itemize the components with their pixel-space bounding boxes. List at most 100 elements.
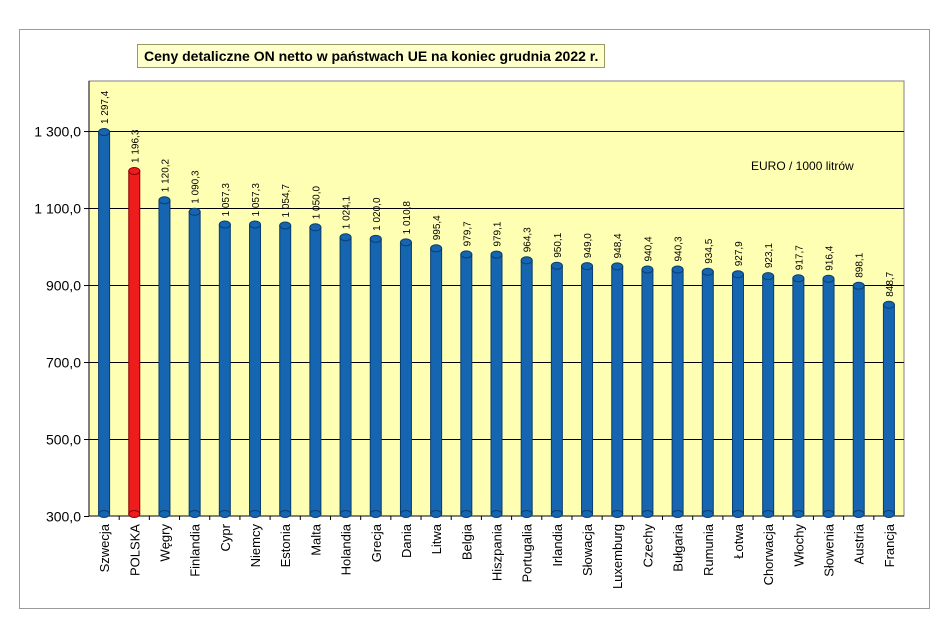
- bar-top: [460, 250, 473, 259]
- value-label: 940,4: [643, 236, 654, 261]
- bar-body: [460, 253, 473, 515]
- bar-body: [641, 268, 654, 515]
- bar: [641, 265, 654, 518]
- bar-base: [581, 510, 594, 518]
- bar-body: [581, 265, 594, 515]
- bar-top: [611, 262, 624, 271]
- bar-body: [520, 259, 533, 515]
- value-label: 1 050,0: [311, 185, 322, 219]
- value-label: 916,4: [825, 245, 836, 270]
- y-tick-label: 900,0: [46, 278, 81, 294]
- bar-body: [98, 131, 111, 515]
- value-label: 979,7: [462, 221, 473, 246]
- category-label: Litwa: [429, 523, 444, 554]
- bar: [731, 270, 744, 518]
- bar-top: [128, 166, 141, 175]
- bar-top: [671, 265, 684, 274]
- value-label: 948,4: [613, 233, 624, 258]
- category-label: Czechy: [640, 524, 655, 568]
- bar: [581, 262, 594, 518]
- unit-annotation: EURO / 1000 litrów: [751, 159, 854, 173]
- bar-top: [822, 274, 835, 283]
- category-label: Bułgaria: [671, 523, 686, 571]
- bar: [792, 274, 805, 518]
- bar-top: [731, 270, 744, 279]
- bar-body: [430, 247, 443, 515]
- bar-top: [158, 196, 171, 205]
- bar-base: [792, 510, 805, 518]
- bar: [611, 262, 624, 518]
- bar-body: [671, 269, 684, 515]
- bar: [671, 265, 684, 518]
- bar-body: [611, 265, 624, 515]
- bar: [520, 256, 533, 518]
- bar-body: [399, 241, 412, 515]
- value-label: 1 024,1: [342, 195, 353, 229]
- bar: [550, 261, 563, 518]
- bar-top: [309, 223, 322, 232]
- category-label: Węgry: [157, 524, 172, 562]
- bar-base: [369, 510, 382, 518]
- category-label: Cypr: [218, 523, 233, 551]
- category-label: Irlandia: [550, 523, 565, 566]
- bar-base: [852, 510, 865, 518]
- bar-base: [128, 510, 141, 518]
- bar-base: [550, 510, 563, 518]
- value-label: 1 196,3: [130, 129, 141, 163]
- category-label: Łotwa: [731, 523, 746, 558]
- bar: [490, 250, 503, 518]
- category-label: Niemcy: [248, 524, 263, 568]
- bar-top: [188, 207, 201, 216]
- bar-body: [218, 223, 231, 515]
- bar-body: [490, 254, 503, 515]
- bar-base: [430, 510, 443, 518]
- bar-base: [339, 510, 352, 518]
- bar-body: [158, 199, 171, 515]
- bar-top: [581, 262, 594, 271]
- value-label: 917,7: [794, 245, 805, 270]
- bar-base: [701, 510, 714, 518]
- bar-body: [731, 273, 744, 515]
- bar-base: [460, 510, 473, 518]
- bar-body: [249, 223, 262, 515]
- bar-body: [369, 238, 382, 515]
- bar: [701, 267, 714, 518]
- bar-base: [882, 510, 895, 518]
- bar: [460, 250, 473, 518]
- bar-top: [852, 281, 865, 290]
- bar: [430, 244, 443, 518]
- bar-base: [249, 510, 262, 518]
- y-tick-label: 700,0: [46, 355, 81, 371]
- bar-base: [309, 510, 322, 518]
- bar-top: [98, 128, 111, 137]
- bar-base: [641, 510, 654, 518]
- bar-body: [792, 277, 805, 515]
- bar-base: [611, 510, 624, 518]
- bar-base: [490, 510, 503, 518]
- bar: [339, 233, 352, 518]
- value-label: 950,1: [553, 232, 564, 257]
- category-label: Estonia: [278, 523, 293, 567]
- bar-base: [822, 510, 835, 518]
- bar-body: [852, 285, 865, 515]
- bar-base: [399, 510, 412, 518]
- value-label: 964,3: [523, 227, 534, 252]
- bar-base: [98, 510, 111, 518]
- category-label: Słowenia: [822, 523, 837, 577]
- bar: [218, 220, 231, 518]
- bar-base: [731, 510, 744, 518]
- bar: [852, 281, 865, 518]
- bar-top: [792, 274, 805, 283]
- value-label: 1 020,0: [372, 197, 383, 231]
- bar: [98, 128, 111, 518]
- bar-top: [369, 234, 382, 243]
- value-label: 927,9: [734, 241, 745, 266]
- bar-base: [762, 510, 775, 518]
- bar: [762, 272, 775, 518]
- bar-body: [309, 226, 322, 515]
- value-label: 1 054,7: [281, 184, 292, 218]
- y-tick-label: 500,0: [46, 432, 81, 448]
- bar-top: [339, 233, 352, 242]
- bar-base: [188, 510, 201, 518]
- bar: [249, 220, 262, 518]
